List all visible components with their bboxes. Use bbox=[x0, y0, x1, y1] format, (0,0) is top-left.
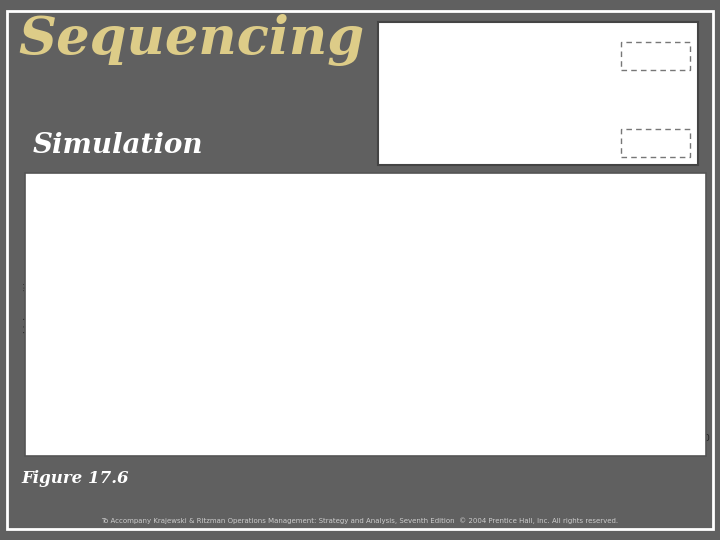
Text: Simulation: Simulation bbox=[32, 132, 203, 159]
Text: To Accompany Krajewski & Ritzman Operations Management: Strategy and Analysis, S: To Accompany Krajewski & Ritzman Operati… bbox=[102, 517, 618, 524]
Text: paint prep: paint prep bbox=[293, 441, 343, 450]
Text: vehicles waiting: vehicles waiting bbox=[24, 271, 32, 345]
Title: VEHICLES IN SYSTEM: VEHICLES IN SYSTEM bbox=[330, 177, 440, 187]
Text: 7.896: 7.896 bbox=[629, 133, 682, 152]
Text: DELIVERY PERFORMANCE: DELIVERY PERFORMANCE bbox=[444, 35, 633, 48]
Text: 17.35: 17.35 bbox=[629, 47, 682, 65]
Text: Late (%): Late (%) bbox=[389, 49, 438, 62]
Text: body: body bbox=[199, 441, 223, 450]
Text: frame: frame bbox=[106, 441, 135, 450]
Text: Figure 17.6: Figure 17.6 bbox=[22, 470, 129, 487]
Text: Sequencing: Sequencing bbox=[18, 14, 364, 65]
Text: Average tardiness (hr): Average tardiness (hr) bbox=[389, 83, 521, 96]
Text: paint: paint bbox=[387, 441, 412, 450]
X-axis label: Time: Time bbox=[372, 446, 398, 456]
